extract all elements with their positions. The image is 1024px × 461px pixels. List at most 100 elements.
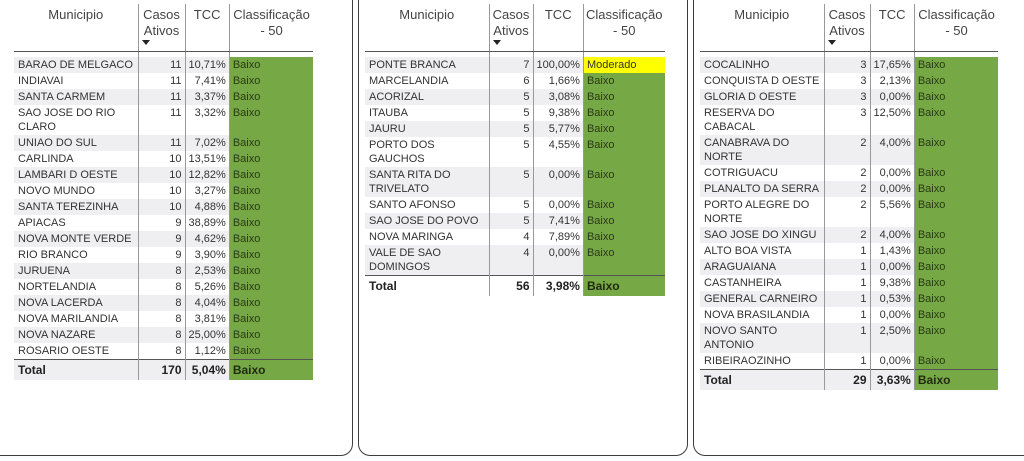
cell-tcc: 0,00% <box>869 181 915 197</box>
sort-descending-icon[interactable] <box>492 40 501 45</box>
cell-tcc: 0,00% <box>869 307 915 323</box>
table-row[interactable]: RIO BRANCO 9 3,90% Baixo <box>14 247 314 263</box>
table-panel-3: Municipio Casos Ativos TCC Classificação -… <box>693 0 1024 456</box>
cell-tcc: 100,00% <box>532 57 584 73</box>
table-row[interactable]: JAURU 5 5,77% Baixo <box>365 121 665 137</box>
header-label: Casos <box>143 7 180 22</box>
cell-municipio: NOVA NAZARE <box>14 327 138 343</box>
column-header-casos-ativos[interactable]: Casos Ativos <box>823 4 870 52</box>
table-row[interactable]: VALE DE SAO DOMINGOS 4 0,00% Baixo <box>365 245 665 276</box>
table-row[interactable]: PONTE BRANCA 7 100,00% Moderado <box>365 57 665 73</box>
table-row[interactable]: NOVO MUNDO 10 3,27% Baixo <box>14 183 314 199</box>
column-header-classificacao[interactable]: Classificação - 50 <box>913 4 999 52</box>
total-classificacao: Baixo <box>913 369 999 390</box>
table-row[interactable]: LAMBARI D OESTE 10 12,82% Baixo <box>14 167 314 183</box>
table-row[interactable]: ACORIZAL 5 3,08% Baixo <box>365 89 665 105</box>
cell-tcc: 0,00% <box>869 259 915 275</box>
total-casos-ativos: 29 <box>823 369 870 390</box>
table-row[interactable]: NOVA BRASILANDIA 1 0,00% Baixo <box>700 307 999 323</box>
cell-tcc: 5,56% <box>869 197 915 227</box>
column-header-tcc[interactable]: TCC <box>532 4 584 52</box>
cell-municipio: RIBEIRAOZINHO <box>704 355 791 367</box>
table-row[interactable]: COCALINHO 3 17,65% Baixo <box>700 57 999 73</box>
table-row[interactable]: INDIAVAI 11 7,41% Baixo <box>14 73 314 89</box>
column-header-casos-ativos[interactable]: Casos Ativos <box>488 4 533 52</box>
table-row[interactable]: NORTELANDIA 8 5,26% Baixo <box>14 279 314 295</box>
table-row[interactable]: NOVA MONTE VERDE 9 4,62% Baixo <box>14 231 314 247</box>
table-row[interactable]: PORTO DOS GAUCHOS 5 4,55% Baixo <box>365 137 665 167</box>
table-row[interactable]: NOVO SANTO ANTONIO 1 2,50% Baixo <box>700 323 999 353</box>
table-row[interactable]: NOVA NAZARE 8 25,00% Baixo <box>14 327 314 343</box>
table-row[interactable]: BARAO DE MELGACO 11 10,71% Baixo <box>14 57 314 73</box>
table-row[interactable]: NOVA LACERDA 8 4,04% Baixo <box>14 295 314 311</box>
table-row[interactable]: NOVA MARILANDIA 8 3,81% Baixo <box>14 311 314 327</box>
cell-classificacao: Baixo <box>582 89 665 105</box>
table-row[interactable]: UNIAO DO SUL 11 7,02% Baixo <box>14 135 314 151</box>
cell-casos-ativos: 1 <box>823 323 870 353</box>
spacer-cell <box>582 51 665 57</box>
column-header-classificacao[interactable]: Classificação - 50 <box>228 4 314 52</box>
column-header-municipio[interactable]: Municipio <box>700 4 824 52</box>
cell-casos-ativos: 5 <box>488 137 533 167</box>
table-row[interactable]: ITAUBA 5 9,38% Baixo <box>365 105 665 121</box>
table-row[interactable]: SANTA CARMEM 11 3,37% Baixo <box>14 89 314 105</box>
table-row[interactable]: ALTO BOA VISTA 1 1,43% Baixo <box>700 243 999 259</box>
column-header-casos-ativos[interactable]: Casos Ativos <box>137 4 185 52</box>
table-row[interactable]: JURUENA 8 2,53% Baixo <box>14 263 314 279</box>
table-row[interactable]: APIACAS 9 38,89% Baixo <box>14 215 314 231</box>
table-row[interactable]: SANTO AFONSO 5 0,00% Baixo <box>365 197 665 213</box>
cell-classificacao: Baixo <box>913 323 999 353</box>
table-row[interactable]: CONQUISTA D OESTE 3 2,13% Baixo <box>700 73 999 89</box>
table-row[interactable]: ARAGUAIANA 1 0,00% Baixo <box>700 259 999 275</box>
table-row[interactable]: SANTA TEREZINHA 10 4,88% Baixo <box>14 199 314 215</box>
cell-casos-ativos: 2 <box>823 197 870 227</box>
table-row[interactable]: SAO JOSE DO RIO CLARO 11 3,32% Baixo <box>14 105 314 135</box>
cell-tcc: 2,13% <box>869 73 915 89</box>
cell-casos-ativos: 1 <box>823 275 870 291</box>
cell-municipio: CONQUISTA D OESTE <box>704 75 820 87</box>
cell-classificacao: Baixo <box>582 105 665 121</box>
table-header-row: Municipio Casos Ativos TCC Classificação -… <box>365 4 665 52</box>
table-header-row: Municipio Casos Ativos TCC Classificação -… <box>14 4 314 52</box>
cell-casos-ativos: 1 <box>823 307 870 323</box>
table-row[interactable]: NOVA MARINGA 4 7,89% Baixo <box>365 229 665 245</box>
cell-classificacao: Baixo <box>913 105 999 135</box>
table-row[interactable]: SAO JOSE DO XINGU 2 4,00% Baixo <box>700 227 999 243</box>
cell-casos-ativos: 11 <box>137 105 185 135</box>
table-row[interactable]: GLORIA D OESTE 3 0,00% Baixo <box>700 89 999 105</box>
column-header-municipio[interactable]: Municipio <box>365 4 489 52</box>
column-header-tcc[interactable]: TCC <box>869 4 915 52</box>
sort-descending-icon[interactable] <box>141 40 150 45</box>
cell-casos-ativos: 3 <box>823 73 870 89</box>
column-header-classificacao[interactable]: Classificação - 50 <box>582 4 665 52</box>
table-row[interactable]: RIBEIRAOZINHO 1 0,00% Baixo <box>700 353 999 370</box>
cell-classificacao: Baixo <box>228 263 314 279</box>
table-row[interactable]: PLANALTO DA SERRA 2 0,00% Baixo <box>700 181 999 197</box>
table-header-row: Municipio Casos Ativos TCC Classificação -… <box>700 4 999 52</box>
table-row[interactable]: PORTO ALEGRE DO NORTE 2 5,56% Baixo <box>700 197 999 227</box>
cell-tcc: 2,50% <box>869 323 915 353</box>
cell-classificacao: Baixo <box>228 167 314 183</box>
table-row[interactable]: SANTA RITA DO TRIVELATO 5 0,00% Baixo <box>365 167 665 197</box>
table-row[interactable]: ROSARIO OESTE 8 1,12% Baixo <box>14 343 314 360</box>
cell-casos-ativos: 2 <box>823 227 870 243</box>
column-header-tcc[interactable]: TCC <box>184 4 230 52</box>
cell-casos-ativos: 11 <box>137 73 185 89</box>
cell-tcc: 7,89% <box>532 229 584 245</box>
table-row[interactable]: SAO JOSE DO POVO 5 7,41% Baixo <box>365 213 665 229</box>
table-row[interactable]: COTRIGUACU 2 0,00% Baixo <box>700 165 999 181</box>
table-row[interactable]: CANABRAVA DO NORTE 2 4,00% Baixo <box>700 135 999 165</box>
column-header-municipio[interactable]: Municipio <box>14 4 138 52</box>
cell-tcc: 5,77% <box>532 121 584 137</box>
table-row[interactable]: CASTANHEIRA 1 9,38% Baixo <box>700 275 999 291</box>
cell-tcc: 13,51% <box>184 151 230 167</box>
cell-municipio: GLORIA D OESTE <box>700 89 824 105</box>
sort-descending-icon[interactable] <box>827 40 836 45</box>
cell-municipio: ARAGUAIANA <box>700 259 824 275</box>
table-row[interactable]: RESERVA DO CABACAL 3 12,50% Baixo <box>700 105 999 135</box>
table-row[interactable]: GENERAL CARNEIRO 1 0,53% Baixo <box>700 291 999 307</box>
cell-classificacao: Baixo <box>228 311 314 327</box>
cell-municipio: JURUENA <box>14 263 138 279</box>
table-row[interactable]: CARLINDA 10 13,51% Baixo <box>14 151 314 167</box>
table-row[interactable]: MARCELANDIA 6 1,66% Baixo <box>365 73 665 89</box>
